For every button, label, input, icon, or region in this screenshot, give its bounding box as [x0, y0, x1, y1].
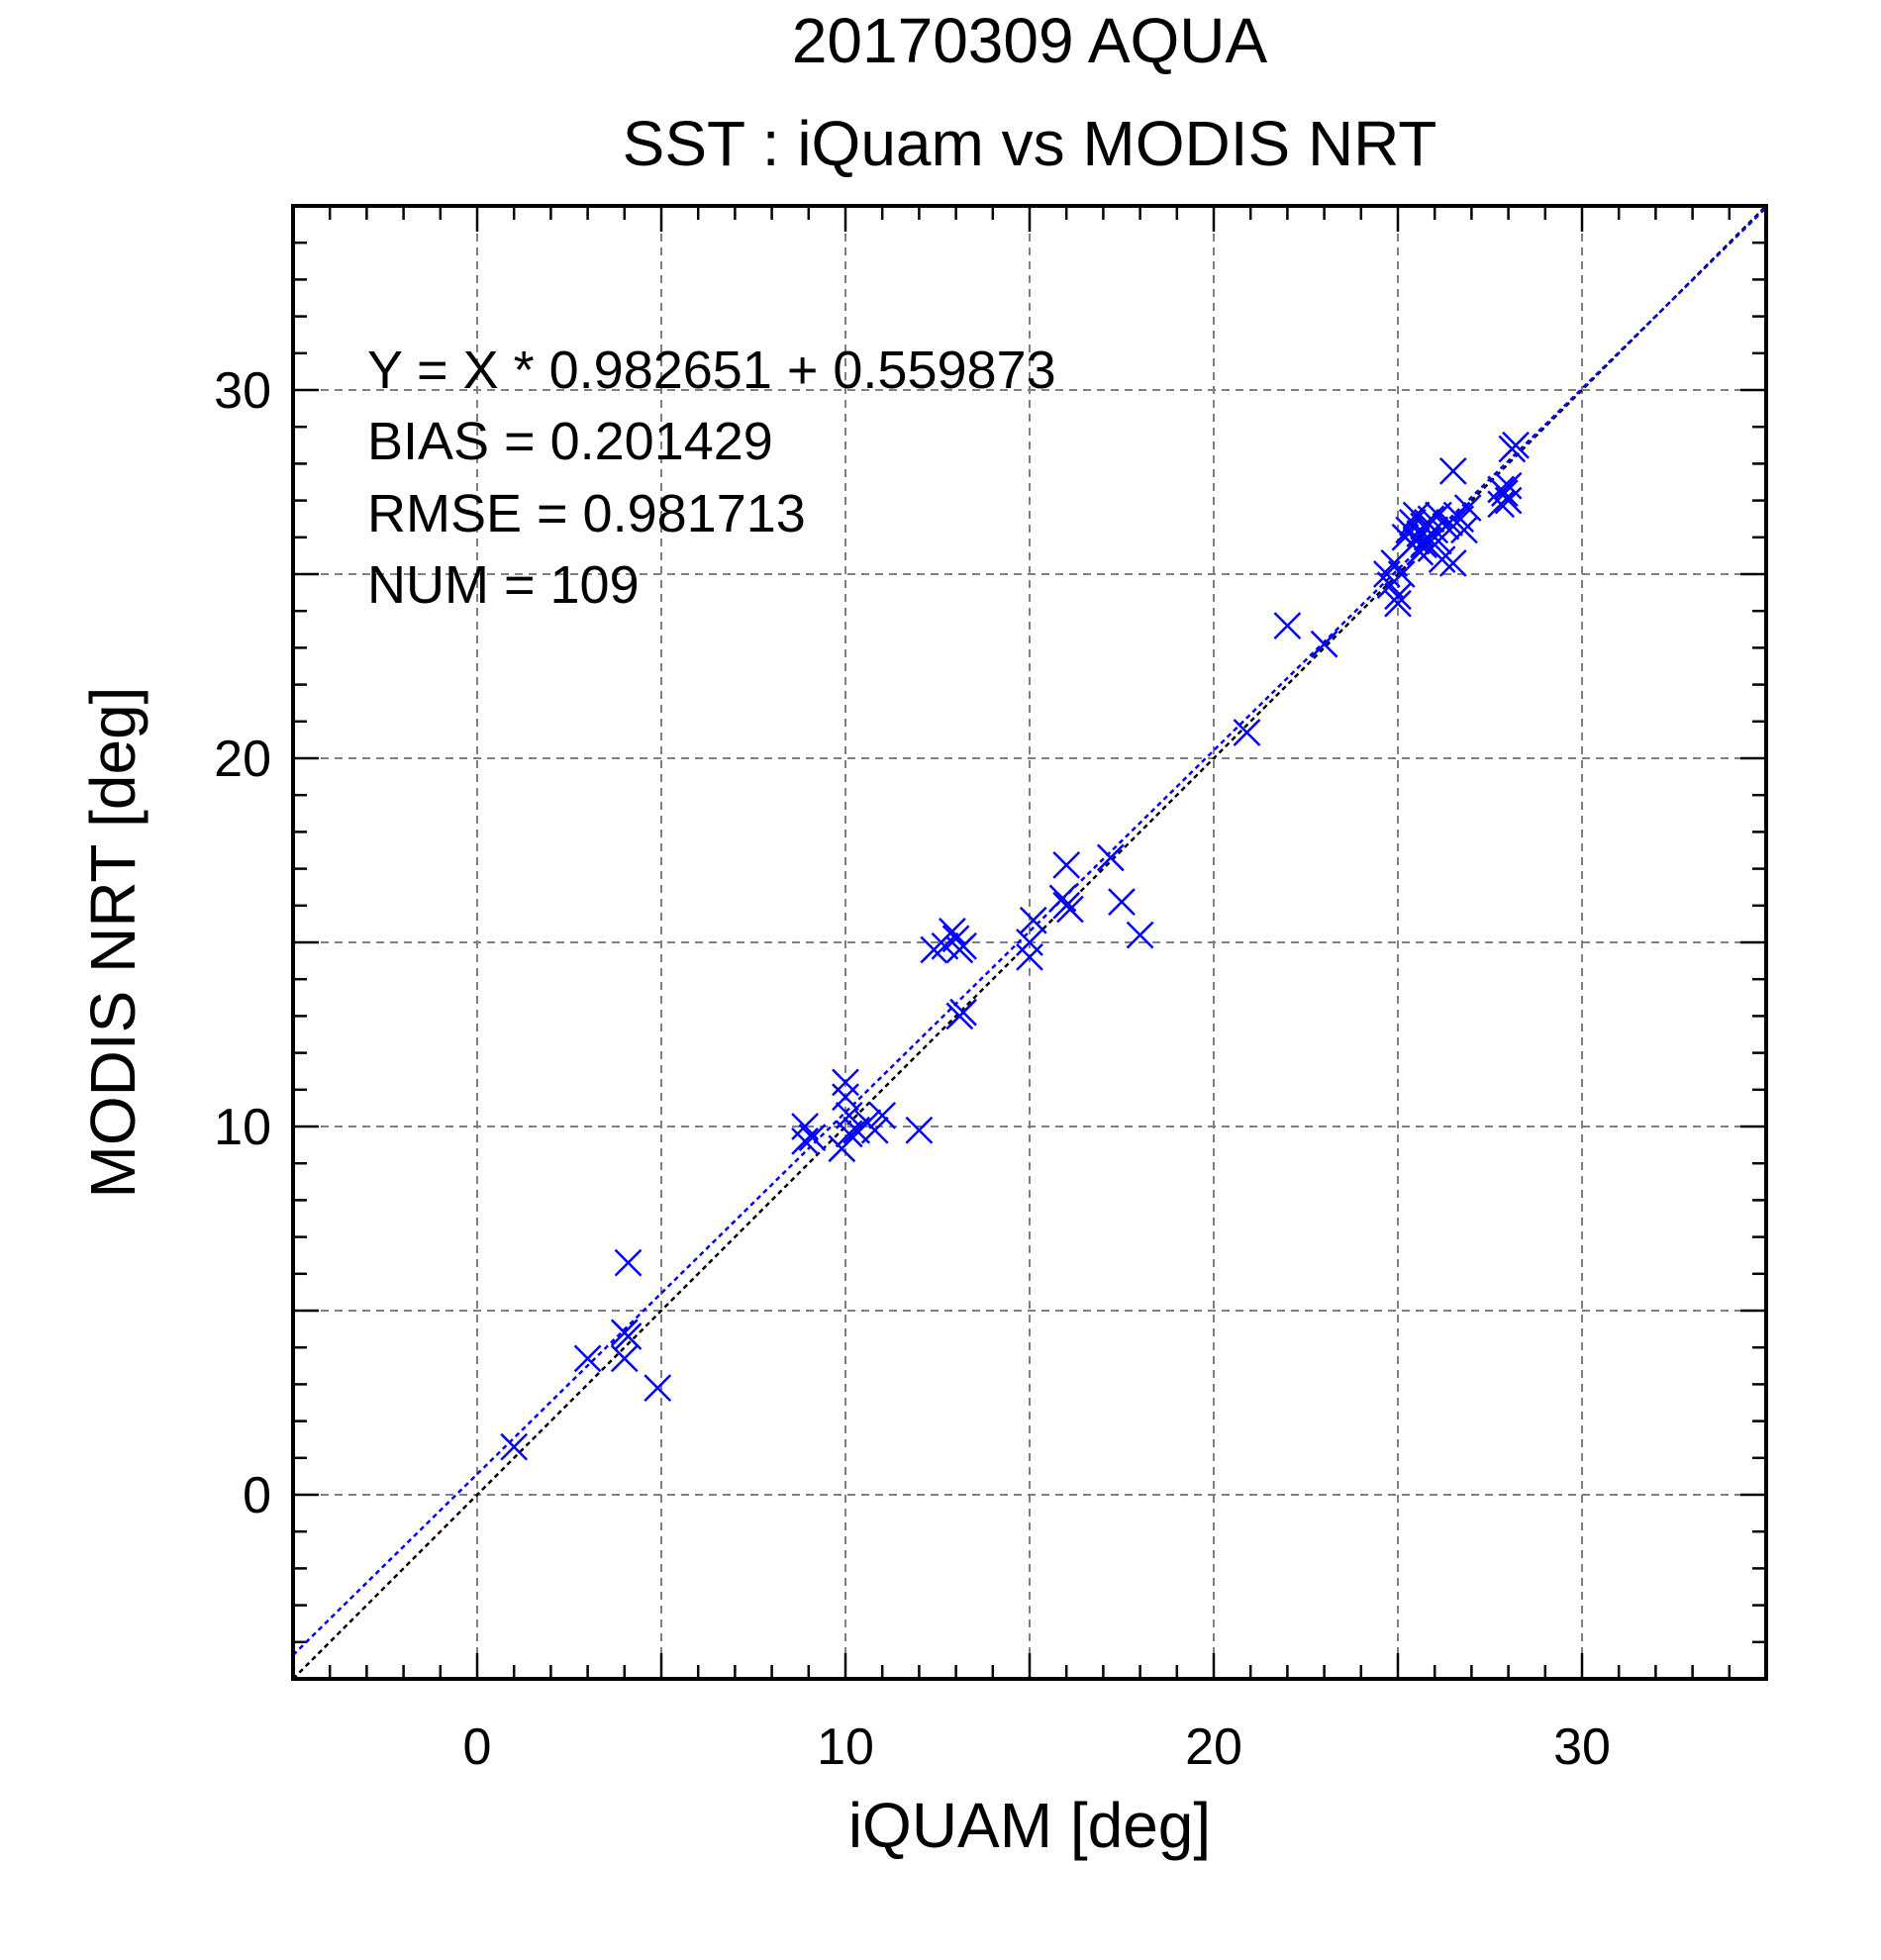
data-point	[1417, 505, 1445, 534]
data-point	[573, 1344, 602, 1373]
data-point	[1450, 516, 1478, 544]
data-point	[1273, 612, 1302, 639]
data-point	[798, 1124, 827, 1152]
stats-fit-equation: Y = X * 0.982651 + 0.559873	[367, 341, 1056, 400]
stats-block: Y = X * 0.982651 + 0.559873 BIAS = 0.201…	[367, 341, 1056, 615]
stats-rmse: RMSE = 0.981713	[367, 484, 806, 543]
x-axis-label: iQUAM [deg]	[848, 1790, 1211, 1861]
data-point	[1494, 486, 1523, 515]
x-tick-label: 10	[817, 1718, 874, 1776]
data-point	[644, 1374, 672, 1403]
data-point	[1019, 906, 1047, 934]
data-point	[1108, 888, 1136, 916]
data-point	[1494, 471, 1523, 500]
y-axis-label: MODIS NRT [deg]	[77, 687, 148, 1199]
data-point	[1425, 527, 1452, 555]
data-point	[868, 1101, 897, 1129]
y-tick-label: 0	[243, 1467, 271, 1524]
data-point	[1406, 538, 1435, 566]
data-point	[1490, 479, 1519, 508]
data-point	[1016, 942, 1043, 971]
stats-num: NUM = 109	[367, 555, 640, 615]
data-point	[945, 1002, 974, 1030]
data-point	[1438, 548, 1467, 577]
data-point	[1402, 527, 1431, 555]
x-tick-labels: 0 10 20 30	[463, 1718, 1611, 1776]
data-point	[1056, 895, 1084, 924]
data-point	[828, 1134, 856, 1163]
data-point	[1428, 545, 1456, 574]
chart-title: 20170309 AQUA	[792, 5, 1268, 76]
data-point	[1126, 921, 1154, 949]
y-tick-label: 30	[214, 362, 271, 420]
y-tick-label: 20	[214, 731, 271, 788]
x-tick-label: 0	[463, 1718, 492, 1776]
data-point	[949, 931, 977, 960]
data-point	[1384, 589, 1412, 618]
x-tick-label: 30	[1553, 1718, 1611, 1776]
y-tick-labels: 0 10 20 30	[214, 362, 271, 1524]
data-point	[905, 1116, 934, 1144]
data-point	[610, 1344, 639, 1373]
axis-ticks	[291, 204, 1768, 1681]
data-point	[860, 1116, 889, 1144]
data-point	[1438, 456, 1467, 485]
data-point	[832, 1068, 859, 1097]
data-point	[938, 917, 966, 945]
chart-subtitle: SST : iQuam vs MODIS NRT	[623, 108, 1437, 179]
data-point	[1384, 582, 1412, 611]
stats-bias: BIAS = 0.201429	[367, 412, 773, 471]
data-point	[791, 1127, 819, 1155]
data-point	[832, 1083, 859, 1112]
data-point	[1487, 490, 1516, 519]
data-point	[1502, 431, 1530, 459]
data-point	[1016, 929, 1043, 956]
x-tick-label: 20	[1185, 1718, 1242, 1776]
y-tick-label: 10	[214, 1099, 271, 1156]
data-point	[1233, 719, 1261, 746]
data-point	[614, 1323, 643, 1350]
data-point	[1310, 630, 1338, 658]
data-point	[1052, 850, 1081, 879]
data-point	[835, 1120, 863, 1148]
data-points	[500, 431, 1530, 1461]
plot-frame	[291, 204, 1768, 1681]
data-point	[1096, 843, 1125, 872]
data-point	[1387, 560, 1416, 588]
data-point	[500, 1432, 529, 1461]
data-point	[1453, 494, 1482, 522]
data-point	[614, 1248, 643, 1277]
